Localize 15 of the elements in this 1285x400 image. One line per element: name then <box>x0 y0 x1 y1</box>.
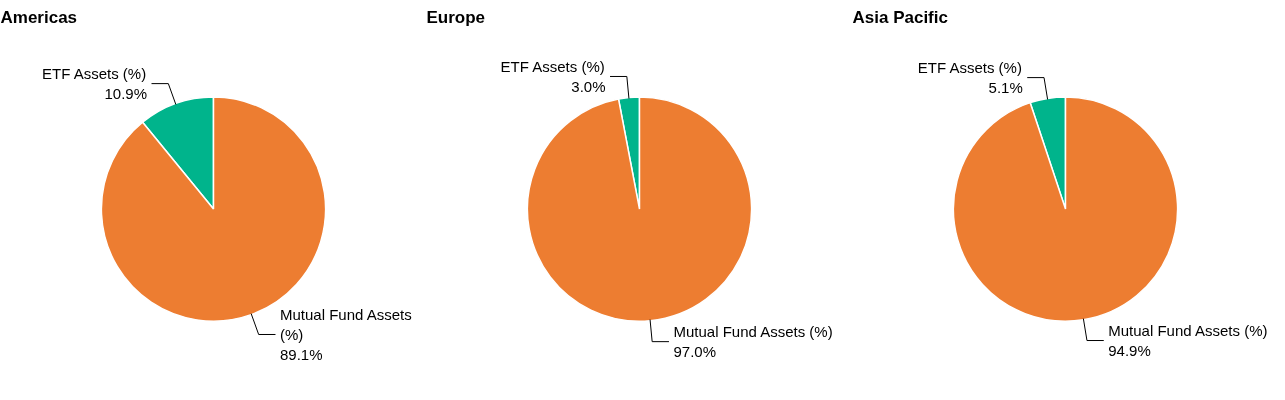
data-label: 3.0% <box>571 78 606 96</box>
data-label: 10.9% <box>104 85 148 103</box>
data-label: 5.1% <box>988 79 1023 97</box>
data-label: 97.0% <box>673 343 717 361</box>
data-label: 94.9% <box>1108 342 1151 360</box>
chart-title: Asia Pacific <box>852 7 948 27</box>
slice-label: Mutual Fund Assets (%) <box>1108 321 1268 339</box>
slice-label: ETF Assets (%) <box>500 57 605 75</box>
slice-label: Mutual Fund Assets (%) <box>673 322 833 340</box>
slice-label: ETF Assets (%) <box>917 58 1022 76</box>
chart-title: Americas <box>0 7 78 27</box>
chart-title: Europe <box>426 7 486 27</box>
slice-label: ETF Assets (%) <box>42 64 147 82</box>
data-label: 89.1% <box>279 346 323 364</box>
slice-label: Mutual Fund Assets (%) <box>279 305 412 343</box>
